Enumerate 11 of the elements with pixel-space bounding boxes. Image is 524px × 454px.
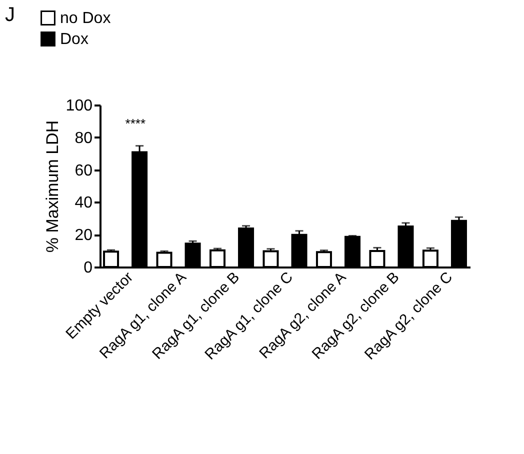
legend-label: no Dox <box>60 10 111 27</box>
y-tick-label: 80 <box>74 130 93 147</box>
y-tick-label: 0 <box>84 260 93 276</box>
y-axis-title: % Maximum LDH <box>42 120 62 253</box>
y-tick-label: 20 <box>74 227 93 244</box>
annotation: **** <box>125 116 146 131</box>
legend-label: Dox <box>60 31 88 48</box>
y-tick-label: 40 <box>74 194 93 212</box>
y-tick-label: 60 <box>74 162 93 180</box>
y-tick-label: 100 <box>66 98 93 114</box>
text: J <box>5 4 15 26</box>
